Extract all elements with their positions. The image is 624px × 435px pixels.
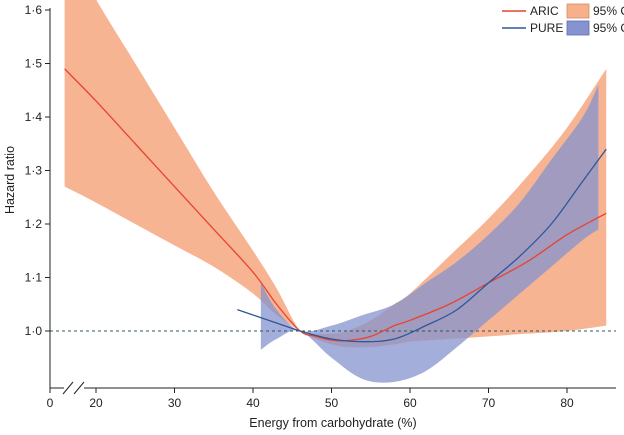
y-tick-label: 1·1 (25, 271, 43, 285)
x-tick-label: 40 (246, 396, 260, 410)
axis-break-gap (64, 381, 84, 395)
axes: 1·01·11·21·31·41·51·61·7020304050607080 (25, 3, 616, 410)
y-tick-label: 1·5 (25, 57, 43, 71)
pure-ci-band (260, 84, 599, 383)
legend-pure-ci-label: 95% CI (593, 21, 624, 35)
x-tick-label: 70 (482, 396, 496, 410)
y-tick-label: 1·4 (25, 110, 43, 124)
y-axis-title: Hazard ratio (3, 146, 17, 214)
x-tick-label: 0 (47, 396, 54, 410)
series-lines (64, 68, 607, 343)
x-tick-label: 30 (168, 396, 182, 410)
x-axis-title: Energy from carbohydrate (%) (249, 416, 416, 430)
x-tick-label: 20 (89, 396, 103, 410)
legend-pure-ci-swatch (566, 20, 590, 36)
y-tick-label: 1·6 (25, 3, 43, 17)
ci-bands (64, 0, 607, 383)
legend-aric-label: ARIC (530, 4, 559, 18)
x-tick-label: 50 (325, 396, 339, 410)
legend-aric-ci-label: 95% CI (593, 4, 624, 18)
legend: ARIC 95% CI PURE 95% CI (502, 3, 624, 36)
legend-pure-label: PURE (530, 21, 563, 35)
y-tick-label: 1·2 (25, 217, 43, 231)
x-tick-label: 80 (560, 396, 574, 410)
axis-break-mark (62, 381, 74, 395)
x-tick-label: 60 (403, 396, 417, 410)
legend-aric-ci-swatch (566, 3, 590, 19)
axis-break-mark (73, 381, 85, 395)
aric-ci-band (64, 0, 607, 348)
y-tick-label: 1·3 (25, 164, 43, 178)
y-tick-label: 1·0 (25, 324, 43, 338)
pure-line (237, 148, 607, 343)
